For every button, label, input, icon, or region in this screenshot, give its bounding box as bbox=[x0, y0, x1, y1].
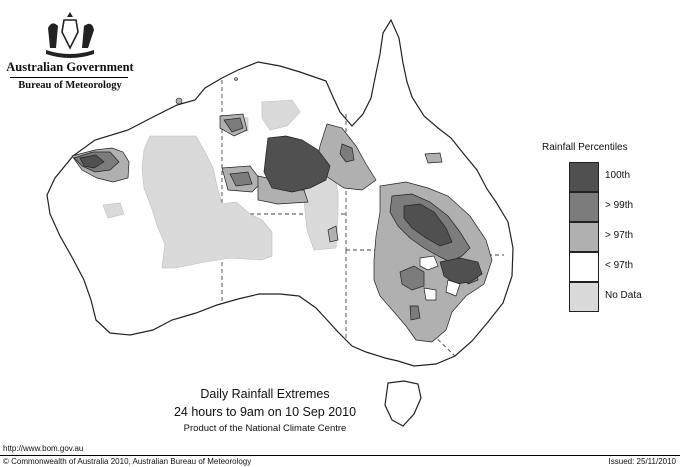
legend-label: No Data bbox=[605, 290, 642, 301]
copyright-notice: © Commonwealth of Australia 2010, Austra… bbox=[3, 457, 252, 466]
highest-100th-regions bbox=[79, 135, 483, 285]
government-title: Australian Government bbox=[6, 60, 134, 74]
map-producer: Product of the National Climate Centre bbox=[183, 423, 347, 434]
legend-title: Rainfall Percentiles bbox=[542, 142, 628, 153]
pct99-centre-west bbox=[229, 171, 253, 187]
legend-swatch-99th bbox=[569, 192, 599, 222]
hole-east-3 bbox=[423, 287, 437, 301]
legend-item-99th: > 99th bbox=[569, 192, 669, 222]
legend-label: 100th bbox=[605, 170, 631, 181]
legend-label: > 99th bbox=[605, 200, 634, 211]
no-data-coast bbox=[102, 202, 125, 219]
island-dots bbox=[175, 77, 238, 105]
legend: 100th > 99th > 97th < 97th No Data bbox=[569, 162, 669, 312]
pct100-east-core bbox=[403, 203, 453, 247]
no-data-central bbox=[261, 99, 301, 131]
no-data-west bbox=[141, 135, 273, 269]
website-link[interactable]: http://www.bom.gov.au bbox=[3, 444, 84, 453]
pct100-east-south bbox=[439, 257, 483, 285]
hole-east-1 bbox=[419, 255, 439, 271]
pct99-centre-north bbox=[223, 117, 244, 133]
legend-swatch-97th bbox=[569, 222, 599, 252]
legend-label: < 97th bbox=[605, 260, 634, 271]
header-divider bbox=[10, 77, 128, 78]
pct100-northwest bbox=[79, 154, 105, 169]
legend-swatch-100th bbox=[569, 162, 599, 192]
pct99-east-south bbox=[399, 265, 425, 291]
hole-east-2 bbox=[445, 279, 461, 297]
pct99-qld-north bbox=[339, 143, 355, 163]
bureau-title: Bureau of Meteorology bbox=[18, 80, 122, 91]
pct99-east-blob bbox=[409, 305, 421, 321]
pct97-sa-dot bbox=[327, 225, 339, 243]
legend-swatch-below-97th bbox=[569, 252, 599, 282]
below-97th-holes bbox=[419, 255, 461, 301]
pct100-central bbox=[263, 135, 331, 193]
legend-swatch-no-data bbox=[569, 282, 599, 312]
map-period: 24 hours to 9am on 10 Sep 2010 bbox=[173, 405, 357, 419]
legend-label: > 97th bbox=[605, 230, 634, 241]
legend-item-97th: > 97th bbox=[569, 222, 669, 252]
legend-item-below-97th: < 97th bbox=[569, 252, 669, 282]
pct97-small-ne bbox=[424, 152, 443, 164]
footer-divider bbox=[0, 455, 680, 456]
legend-item-no-data: No Data bbox=[569, 282, 669, 312]
tasmania-outline bbox=[384, 380, 422, 427]
coat-of-arms-icon bbox=[46, 12, 94, 58]
issued-date: Issued: 25/11/2010 bbox=[608, 457, 676, 466]
map-title: Daily Rainfall Extremes bbox=[200, 387, 330, 401]
legend-item-100th: 100th bbox=[569, 162, 669, 192]
